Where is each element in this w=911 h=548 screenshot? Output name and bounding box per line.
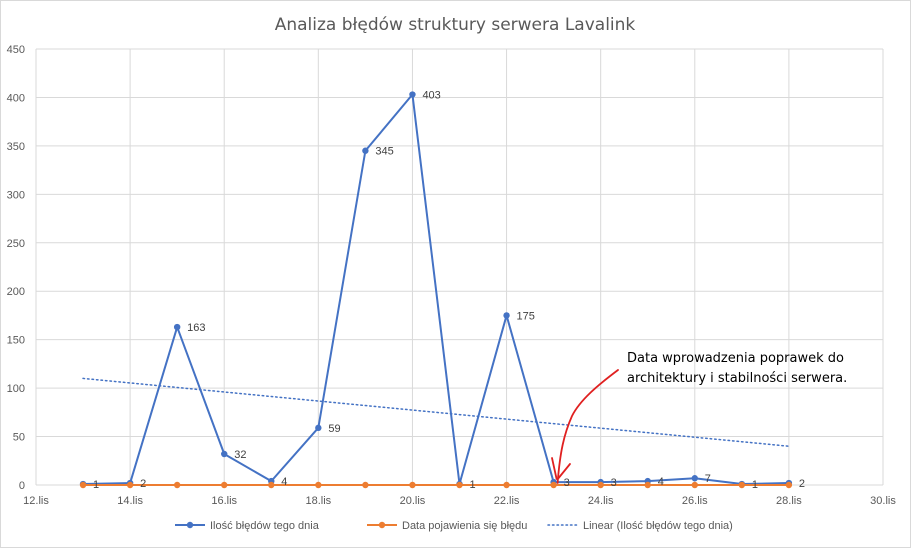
legend-marker-swatch [378,521,386,529]
y-tick-label: 300 [7,189,25,201]
y-tick-label: 250 [7,238,25,250]
data-point [315,481,322,489]
x-tick-label: 22.lis [494,495,520,507]
annotation-text-line: architektury i stabilności serwera. [627,371,847,386]
legend-item: Linear (Ilość błędów tego dnia) [547,520,733,532]
x-tick-label: 30.lis [870,495,896,507]
annotation-arrowhead [551,457,571,480]
data-label: 2 [140,478,146,490]
data-point [173,481,181,489]
annotation-arrow [556,369,619,484]
series-layer [79,91,793,489]
x-axis-tick-labels: 12.lis 14.lis 16.lis 18.lis 20.lis 22.lis 24.l… [23,495,896,507]
data-label: 403 [422,90,440,102]
y-tick-label: 50 [13,432,25,444]
data-label: 163 [187,322,205,334]
legend-item: Ilość błędów tego dnia [175,520,320,532]
x-tick-label: 24.lis [588,495,614,507]
data-point [550,481,557,489]
x-tick-label: 20.lis [400,495,426,507]
legend-label: Linear (Ilość błędów tego dnia) [583,520,733,532]
data-point [315,424,322,432]
data-label: 175 [517,310,535,322]
data-point [362,147,369,154]
x-tick-label: 28.lis [776,495,802,507]
series-2 [79,481,793,489]
gridlines [35,48,884,486]
annotation: Data wprowadzenia poprawek do architektur… [551,351,847,484]
data-label: 1 [93,479,99,491]
data-point [409,91,416,98]
data-point [409,481,416,489]
data-label: 2 [799,478,805,490]
data-point [597,481,604,489]
data-label: 1 [470,479,476,491]
y-tick-label: 150 [7,335,25,347]
data-label: 4 [281,476,287,488]
data-point [644,481,651,489]
data-point [738,481,746,489]
data-point [503,481,510,489]
legend-marker-swatch [186,521,194,529]
data-point [691,475,698,482]
data-label: 3 [611,477,617,489]
x-tick-label: 16.lis [211,495,237,507]
y-tick-label: 350 [7,141,25,153]
data-label: 59 [328,423,340,435]
y-tick-label: 400 [7,92,25,104]
data-point [173,323,181,331]
data-point [503,312,510,319]
data-label: 3 [564,477,570,489]
legend: Ilość błędów tego dnia Data pojawienia si… [175,520,733,532]
data-label: 345 [375,146,393,158]
y-tick-label: 0 [19,480,25,492]
y-tick-label: 450 [7,44,25,56]
legend-item: Data pojawienia się błędu [367,520,527,532]
data-point [221,450,228,458]
legend-label: Ilość błędów tego dnia [210,520,320,532]
x-tick-label: 26.lis [682,495,708,507]
data-point [126,481,134,489]
data-label: 32 [234,449,246,461]
series-line [83,93,789,486]
data-label: 7 [705,473,711,485]
data-point [79,481,87,489]
y-tick-label: 100 [7,383,25,395]
y-axis-tick-labels: 0 50 100 150 200 250 300 350 400 450 [7,44,25,492]
x-tick-label: 12.lis [23,495,49,507]
data-point [362,481,369,489]
annotation-text-line: Data wprowadzenia poprawek do [627,351,844,366]
data-label: 1 [752,479,758,491]
x-tick-label: 18.lis [305,495,331,507]
legend-label: Data pojawienia się błędu [402,520,527,532]
chart-title: Analiza błędów struktury serwera Lavalin… [275,15,636,35]
data-point [785,481,793,489]
x-tick-label: 14.lis [117,495,143,507]
data-point [691,481,698,489]
data-label: 4 [658,476,664,488]
data-point [221,481,228,489]
data-point [456,481,463,489]
y-tick-label: 200 [7,286,25,298]
data-point [268,481,275,489]
